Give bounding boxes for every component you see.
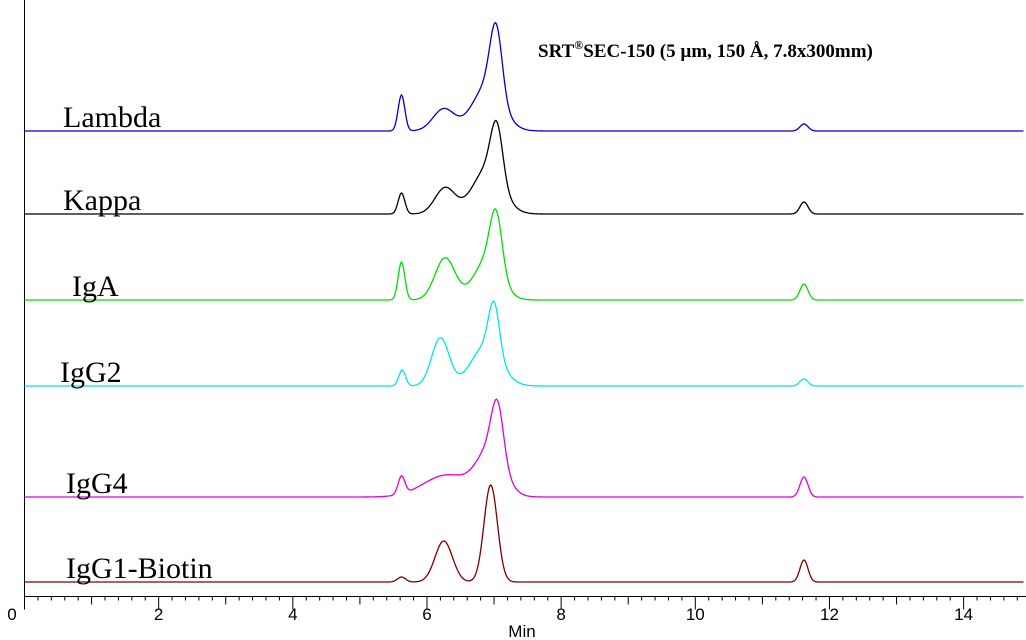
- trace-kappa: [24, 119, 1024, 215]
- x-tick-label: 6: [422, 605, 431, 624]
- x-tick-label: 0: [7, 605, 16, 624]
- x-axis-ticks: [24, 596, 1018, 610]
- x-tick-label: 14: [954, 605, 973, 624]
- trace-iga: [24, 208, 1024, 301]
- x-tick-label: 8: [556, 605, 565, 624]
- trace-lambda: [24, 21, 1024, 132]
- chart-title: SRT®SEC-150 (5 µm, 150 Å, 7.8x300mm): [538, 38, 873, 62]
- x-tick-label: 2: [154, 605, 163, 624]
- x-axis-label: Min: [508, 622, 535, 640]
- trace-igg4: [24, 398, 1024, 498]
- series-labels: Lambda Kappa IgA IgG2 IgG4 IgG1-Biotin: [60, 101, 213, 585]
- chart-title-superscript: ®: [574, 38, 583, 52]
- plot-frame: [24, 0, 1026, 597]
- x-tick-label: 10: [686, 605, 705, 624]
- series-label-lambda: Lambda: [63, 101, 161, 134]
- chromatogram-traces: [24, 21, 1024, 583]
- series-label-igg2: IgG2: [60, 356, 122, 389]
- trace-igg1-biotin: [24, 484, 1024, 583]
- trace-igg2: [24, 300, 1024, 387]
- chart-title-prefix: SRT: [538, 41, 575, 62]
- series-label-igg4: IgG4: [66, 467, 128, 500]
- series-label-igg1-biotin: IgG1-Biotin: [66, 552, 213, 585]
- series-label-iga: IgA: [72, 270, 119, 303]
- x-tick-label: 12: [820, 605, 839, 624]
- chart-title-suffix: SEC-150 (5 µm, 150 Å, 7.8x300mm): [583, 41, 873, 62]
- x-axis-tick-labels: 0 2 4 6 8 10 12 14: [7, 605, 973, 624]
- x-tick-label: 4: [288, 605, 297, 624]
- series-label-kappa: Kappa: [63, 184, 141, 217]
